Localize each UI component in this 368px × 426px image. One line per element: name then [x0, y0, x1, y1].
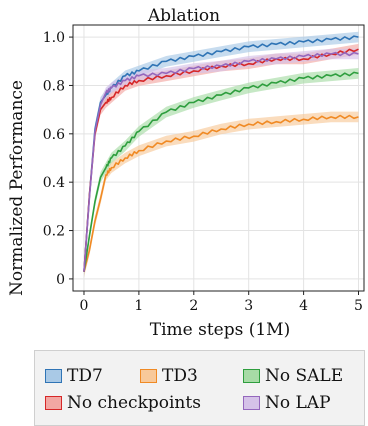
- y-tick-label: 0.6: [43, 127, 65, 143]
- legend-item-no-sale: No SALE: [243, 366, 343, 386]
- x-tick-label: 4: [299, 298, 308, 314]
- x-tick-label: 0: [80, 298, 89, 314]
- legend-item-td7: TD7: [45, 366, 103, 386]
- legend-swatch-no-lap: [243, 396, 260, 410]
- y-tick-label: 0.8: [43, 78, 65, 94]
- y-tick-label: 0.2: [43, 224, 65, 240]
- y-tick-label: 0.4: [43, 175, 65, 191]
- legend-item-no-lap: No LAP: [243, 393, 331, 413]
- y-tick-label: 0: [56, 272, 65, 288]
- x-tick-label: 3: [244, 298, 253, 314]
- legend-label-td3: TD3: [162, 366, 198, 386]
- legend: TD7 TD3 No SALE No checkpoints No LAP: [34, 350, 365, 426]
- x-tick-label: 2: [189, 298, 198, 314]
- x-tick-label: 1: [134, 298, 143, 314]
- chart-svg: 0 0.2 0.4 0.6 0.8 1.0 0 1 2 3 4 5: [0, 0, 368, 345]
- legend-item-td3: TD3: [140, 366, 198, 386]
- legend-label-no-sale: No SALE: [265, 366, 343, 386]
- legend-swatch-no-checkpoints: [45, 396, 62, 410]
- legend-label-no-lap: No LAP: [265, 393, 331, 413]
- legend-swatch-no-sale: [243, 369, 260, 383]
- y-tick-label: 1.0: [43, 30, 65, 46]
- legend-label-td7: TD7: [67, 366, 103, 386]
- legend-item-no-checkpoints: No checkpoints: [45, 393, 201, 413]
- legend-swatch-td3: [140, 369, 157, 383]
- legend-label-no-checkpoints: No checkpoints: [67, 393, 201, 413]
- x-tick-label: 5: [354, 298, 363, 314]
- legend-swatch-td7: [45, 369, 62, 383]
